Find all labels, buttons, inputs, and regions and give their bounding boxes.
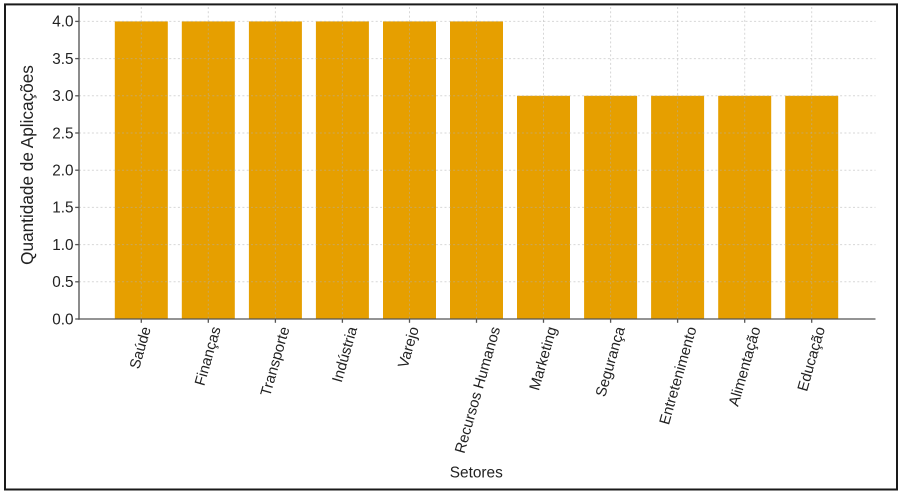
svg-text:2.0: 2.0 (52, 163, 73, 180)
svg-text:1.0: 1.0 (52, 237, 73, 254)
svg-text:Setores: Setores (450, 464, 503, 481)
svg-text:1.5: 1.5 (52, 200, 73, 217)
svg-text:4.0: 4.0 (52, 14, 73, 31)
svg-text:0.5: 0.5 (52, 274, 73, 291)
svg-text:3.0: 3.0 (52, 88, 73, 105)
svg-text:Quantidade de Aplicações: Quantidade de Aplicações (17, 65, 37, 265)
svg-text:2.5: 2.5 (52, 125, 73, 142)
svg-text:3.5: 3.5 (52, 51, 73, 68)
svg-text:0.0: 0.0 (52, 311, 73, 328)
